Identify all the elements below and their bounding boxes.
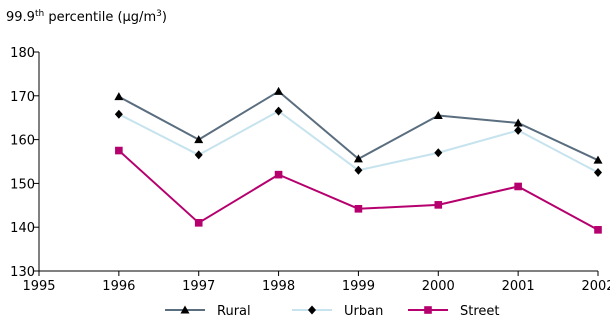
data-point-urban xyxy=(594,167,602,177)
x-tick-label: 2001 xyxy=(502,279,535,294)
ylabel-end: ) xyxy=(162,10,167,25)
series-urban xyxy=(114,106,602,177)
series-rural xyxy=(114,86,603,164)
data-point-street xyxy=(514,182,522,191)
svg-text:99.9th percentile (µg/m3): 99.9th percentile (µg/m3) xyxy=(6,9,167,25)
data-point-rural xyxy=(433,111,443,120)
ylabel-sup2: 3 xyxy=(156,9,162,19)
data-point-urban xyxy=(274,106,283,116)
x-ticks: 1995 1996 1997 1998 1999 2000 2001 2002 xyxy=(22,271,610,294)
x-tick-label: 1996 xyxy=(102,279,135,294)
data-point-street xyxy=(594,226,602,234)
y-tick-label: 130 xyxy=(10,265,35,280)
y-tick-label: 170 xyxy=(10,90,35,105)
y-tick-label: 160 xyxy=(10,134,35,149)
y-tick-label: 180 xyxy=(10,46,35,61)
ylabel-mid: percentile (µg/m xyxy=(44,10,156,25)
x-tick-label: 1998 xyxy=(262,279,295,294)
data-point-urban xyxy=(434,148,443,158)
data-point-street xyxy=(354,205,363,213)
data-point-rural xyxy=(593,155,603,164)
data-point-street xyxy=(115,146,123,155)
y-axis-label: 99.9th percentile (µg/m3) xyxy=(6,9,167,25)
legend-label-street: Street xyxy=(460,304,500,319)
legend-label-urban: Urban xyxy=(344,304,383,319)
legend: Rural Urban Street xyxy=(165,304,500,319)
data-point-rural xyxy=(513,118,523,127)
x-tick-label: 1997 xyxy=(182,279,215,294)
data-point-urban xyxy=(114,109,123,119)
data-point-street xyxy=(194,219,203,227)
legend-item-urban: Urban xyxy=(292,304,383,319)
data-point-urban xyxy=(194,150,203,160)
data-point-rural xyxy=(353,154,363,163)
x-tick-label: 2000 xyxy=(422,279,455,294)
x-tick-label: 1995 xyxy=(22,279,55,294)
x-tick-label: 2002 xyxy=(581,279,610,294)
series-line-street xyxy=(118,149,599,231)
ylabel-main: 99.9 xyxy=(6,10,35,25)
legend-item-rural: Rural xyxy=(165,304,251,319)
y-tick-label: 150 xyxy=(10,177,35,192)
legend-marker-urban xyxy=(308,305,316,315)
x-tick-label: 1999 xyxy=(342,279,375,294)
data-point-street xyxy=(274,170,283,179)
axes xyxy=(38,52,598,272)
data-point-rural xyxy=(274,86,284,95)
data-point-urban xyxy=(354,165,363,175)
series-line-urban xyxy=(118,110,599,174)
data-point-urban xyxy=(514,125,523,135)
legend-item-street: Street xyxy=(408,304,500,319)
y-tick-label: 140 xyxy=(10,221,35,236)
series-layer xyxy=(114,86,603,234)
series-street xyxy=(115,146,602,234)
legend-marker-rural xyxy=(180,305,190,314)
data-point-street xyxy=(434,201,443,209)
legend-label-rural: Rural xyxy=(217,304,251,319)
data-point-rural xyxy=(194,135,204,144)
legend-marker-street xyxy=(424,306,432,314)
y-ticks: 130 140 150 160 170 180 xyxy=(10,46,39,280)
ylabel-sup1: th xyxy=(35,9,44,19)
data-point-rural xyxy=(114,92,124,101)
